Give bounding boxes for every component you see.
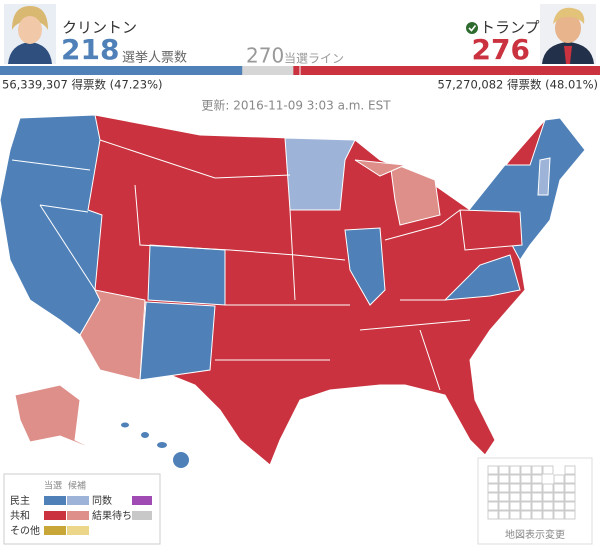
electoral-votes-label: 選挙人票数 (122, 51, 187, 66)
grid-cell (542, 501, 554, 511)
grid-cell (487, 492, 499, 502)
grid-cell (498, 474, 510, 484)
legend-pending: 結果待ち (92, 509, 132, 522)
grid-cell (542, 483, 554, 493)
map-toggle-label[interactable]: 地図表示変更 (505, 528, 565, 541)
grid-cell (498, 465, 510, 475)
legend-row: 民主 (10, 495, 30, 507)
grid-cell (553, 474, 565, 484)
grid-cell (509, 492, 521, 502)
legend-row: 共和 (10, 510, 30, 522)
grid-cell (553, 510, 565, 520)
grid-cell (564, 501, 576, 511)
grid-cell (520, 483, 532, 493)
legend-tie: 同数 (92, 494, 112, 507)
grid-cell (542, 465, 554, 475)
trump-name: トランプ (480, 19, 540, 37)
grid-cell (564, 510, 576, 520)
grid-cell (498, 501, 510, 511)
grid-cell (509, 501, 521, 511)
clinton-portrait (4, 4, 56, 64)
grid-cell (564, 465, 576, 475)
grid-cell (498, 483, 510, 493)
grid-cell (509, 510, 521, 520)
legend-row: その他 (10, 524, 40, 537)
trump-portrait (540, 4, 596, 64)
threshold: 270 (246, 44, 284, 68)
grid-cell (498, 510, 510, 520)
threshold-label: 当選ライン (284, 52, 344, 66)
trump-electoral-votes: 276 (472, 33, 530, 66)
trump-bar (293, 66, 600, 75)
grid-cell (553, 492, 565, 502)
grid-cell (531, 501, 543, 511)
grid-cell (520, 492, 532, 502)
clinton-bar (0, 66, 243, 75)
grid-cell (531, 492, 543, 502)
grid-cell (520, 501, 532, 511)
grid-cell (520, 510, 532, 520)
grid-cell (520, 465, 532, 475)
grid-cell (487, 483, 499, 493)
grid-cell (487, 474, 499, 484)
grid-cell (498, 492, 510, 502)
clinton-popular-vote: 56,339,307 得票数 (47.23%) (2, 78, 162, 92)
grid-cell (564, 474, 576, 484)
grid-cell (509, 474, 521, 484)
grid-cell (553, 501, 565, 511)
legend-won: 当選 (44, 480, 62, 492)
grid-cell (542, 492, 554, 502)
map-toggle-button[interactable]: 地図表示変更 (477, 457, 593, 545)
grid-cell (487, 465, 499, 475)
electoral-bar (0, 64, 600, 77)
grid-cell (531, 483, 543, 493)
grid-cell (520, 474, 532, 484)
grid-cell (564, 492, 576, 502)
legend: 当選 候補 民主 同数 共和 結果待ち その他 (3, 473, 161, 545)
grid-cell (531, 474, 543, 484)
grid-cell (487, 510, 499, 520)
us-map[interactable] (0, 114, 586, 468)
grid-cell (553, 483, 565, 493)
updated: 更新: 2016-11-09 3:03 a.m. EST (201, 98, 391, 113)
grid-cell (531, 510, 543, 520)
grid-cell (531, 465, 543, 475)
legend-leading: 候補 (68, 480, 86, 492)
grid-cell (542, 510, 554, 520)
grid-cell (487, 501, 499, 511)
grid-cell (564, 483, 576, 493)
grid-cell (509, 483, 521, 493)
grid-cell (509, 465, 521, 475)
winner-check (466, 22, 478, 34)
trump-popular-vote: 57,270,082 得票数 (48.01%) (438, 78, 598, 92)
clinton-electoral-votes: 218 (61, 33, 119, 66)
clinton-name: クリントン (62, 19, 137, 37)
